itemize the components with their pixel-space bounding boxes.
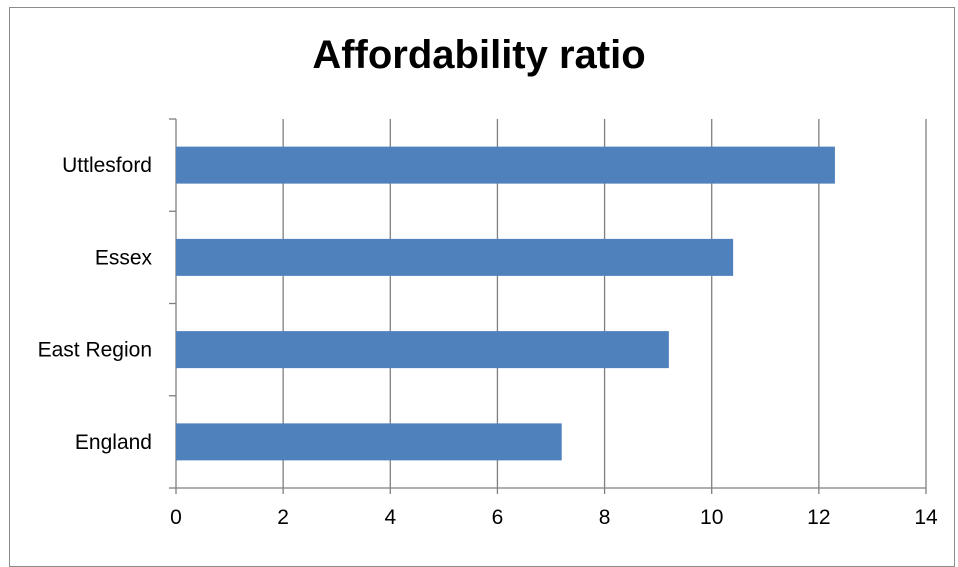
bar-uttlesford <box>176 146 835 184</box>
bar-east-region <box>176 331 669 369</box>
category-label: England <box>75 431 152 454</box>
x-tick-label: 14 <box>914 506 938 529</box>
category-label: East Region <box>38 339 152 362</box>
chart-frame <box>9 7 955 567</box>
x-tick-label: 0 <box>170 506 182 529</box>
x-tick-label: 6 <box>492 506 504 529</box>
bar-essex <box>176 238 734 276</box>
category-label: Uttlesford <box>62 154 152 177</box>
x-tick-label: 10 <box>700 506 723 529</box>
category-label: Essex <box>95 246 153 269</box>
x-tick-label: 12 <box>807 506 830 529</box>
chart-title: Affordability ratio <box>312 33 646 77</box>
x-tick-label: 2 <box>277 506 289 529</box>
bar-chart: 0 2 4 6 8 10 12 14 Uttlesford Essex East Region Eng… <box>38 118 938 529</box>
x-tick-label: 8 <box>599 506 611 529</box>
bar-england <box>176 423 562 461</box>
x-tick-label: 4 <box>384 506 396 529</box>
